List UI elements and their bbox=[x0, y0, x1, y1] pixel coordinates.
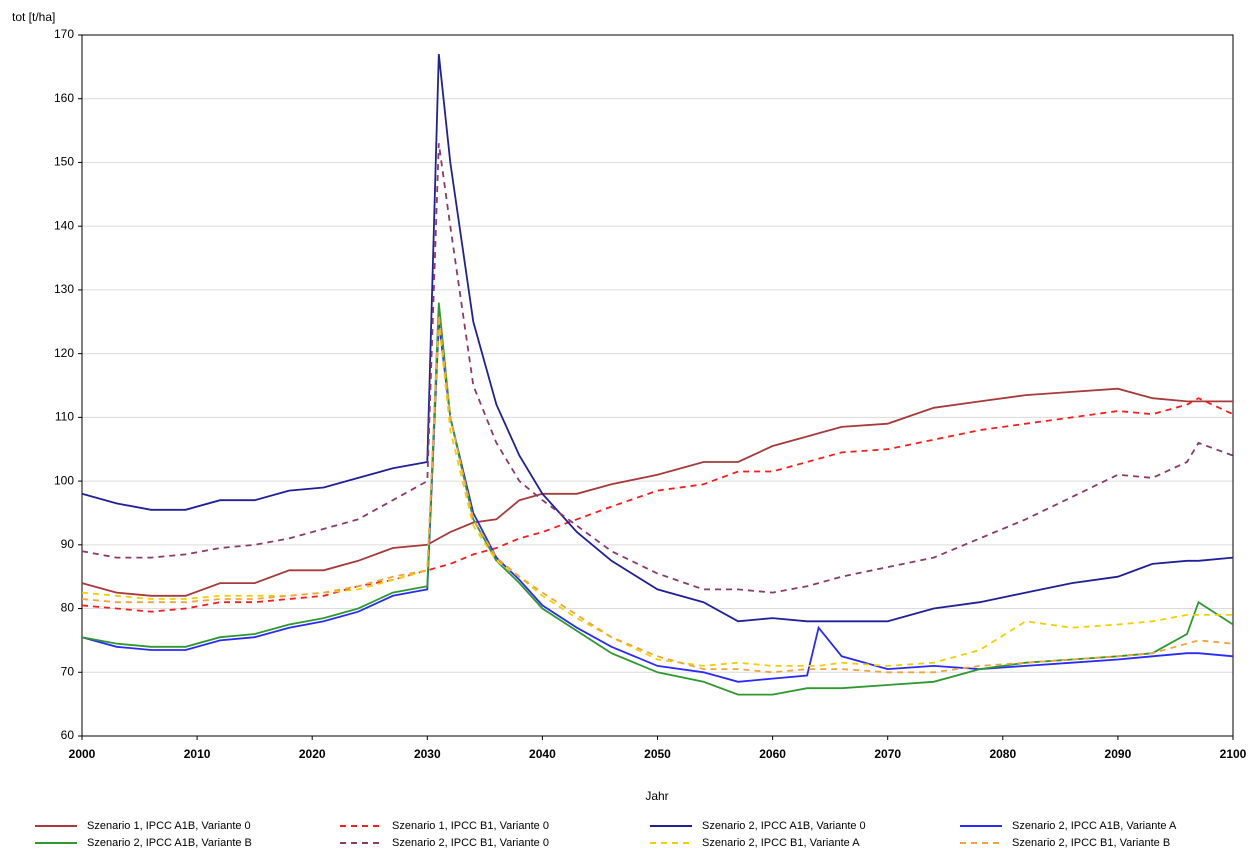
y-tick-label: 170 bbox=[54, 27, 74, 41]
series-line bbox=[81, 315, 1234, 674]
series-line bbox=[81, 321, 1234, 683]
y-tick-label: 70 bbox=[61, 664, 75, 678]
x-tick-label: 2030 bbox=[414, 747, 441, 761]
x-axis-label: Jahr bbox=[645, 789, 668, 803]
plot-frame bbox=[81, 34, 1234, 737]
x-tick-label: 2040 bbox=[529, 747, 556, 761]
series-line bbox=[81, 302, 1234, 696]
y-tick-label: 90 bbox=[61, 537, 75, 551]
x-tick-label: 2080 bbox=[989, 747, 1016, 761]
legend-label: Szenario 2, IPCC B1, Variante 0 bbox=[392, 837, 549, 849]
legend-label: Szenario 2, IPCC B1, Variante A bbox=[702, 837, 860, 849]
y-axis-label: tot [t/ha] bbox=[12, 10, 55, 24]
series-line bbox=[81, 143, 1234, 594]
legend-label: Szenario 1, IPCC B1, Variante 0 bbox=[392, 820, 549, 832]
x-tick-label: 2010 bbox=[184, 747, 211, 761]
y-tick-label: 110 bbox=[55, 410, 74, 424]
series-line bbox=[81, 387, 1233, 597]
x-tick-label: 2000 bbox=[69, 747, 96, 761]
x-tick-label: 2100 bbox=[1220, 747, 1247, 761]
x-tick-label: 2060 bbox=[759, 747, 786, 761]
legend-label: Szenario 2, IPCC A1B, Variante 0 bbox=[702, 820, 866, 832]
series-line bbox=[81, 54, 1234, 623]
legend-label: Szenario 2, IPCC A1B, Variante A bbox=[1012, 820, 1177, 832]
legend-label: Szenario 2, IPCC B1, Variante B bbox=[1012, 837, 1170, 849]
series-line bbox=[81, 321, 1233, 667]
y-tick-label: 80 bbox=[61, 601, 75, 615]
y-tick-label: 60 bbox=[61, 728, 75, 742]
y-tick-label: 130 bbox=[54, 282, 74, 296]
series-line bbox=[81, 397, 1234, 613]
x-tick-label: 2050 bbox=[644, 747, 671, 761]
x-tick-label: 2020 bbox=[299, 747, 326, 761]
y-tick-label: 140 bbox=[54, 218, 74, 232]
y-tick-label: 100 bbox=[54, 473, 74, 487]
legend-label: Szenario 1, IPCC A1B, Variante 0 bbox=[87, 820, 251, 832]
x-tick-label: 2090 bbox=[1105, 747, 1132, 761]
legend-label: Szenario 2, IPCC A1B, Variante B bbox=[87, 837, 252, 849]
y-tick-label: 160 bbox=[54, 91, 74, 105]
y-tick-label: 120 bbox=[54, 346, 74, 360]
x-tick-label: 2070 bbox=[874, 747, 901, 761]
y-tick-label: 150 bbox=[54, 155, 74, 169]
